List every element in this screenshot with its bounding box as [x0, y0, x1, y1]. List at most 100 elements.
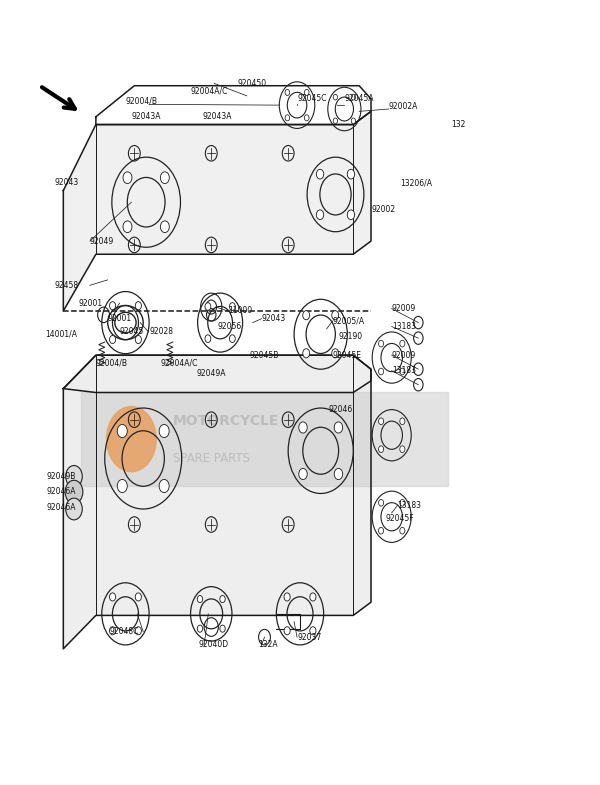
- Circle shape: [284, 593, 290, 601]
- Text: 92045B: 92045B: [250, 351, 279, 360]
- Text: MOTORCYCLE: MOTORCYCLE: [173, 414, 279, 428]
- Circle shape: [109, 301, 116, 310]
- Circle shape: [109, 335, 116, 344]
- Text: 13183: 13183: [398, 501, 422, 509]
- Circle shape: [160, 221, 169, 232]
- Text: 92001: 92001: [78, 298, 102, 308]
- Circle shape: [316, 210, 324, 220]
- Text: 92002: 92002: [371, 206, 395, 214]
- Text: 92046: 92046: [328, 405, 353, 414]
- Circle shape: [400, 446, 405, 452]
- Polygon shape: [64, 356, 371, 648]
- Circle shape: [220, 625, 225, 632]
- Circle shape: [117, 425, 127, 437]
- Text: 132A: 132A: [259, 641, 278, 649]
- Circle shape: [299, 469, 307, 480]
- Polygon shape: [96, 86, 371, 125]
- Circle shape: [229, 335, 235, 342]
- Text: 92043A: 92043A: [202, 112, 232, 122]
- Circle shape: [197, 625, 203, 632]
- Circle shape: [351, 94, 356, 100]
- Text: 92048C: 92048C: [109, 627, 139, 636]
- Circle shape: [379, 446, 383, 452]
- Circle shape: [205, 303, 211, 310]
- Circle shape: [347, 170, 355, 179]
- Text: 92028: 92028: [149, 327, 173, 337]
- Circle shape: [400, 368, 405, 374]
- Text: 92004A/C: 92004A/C: [191, 86, 228, 96]
- Circle shape: [66, 498, 82, 520]
- Circle shape: [379, 528, 383, 534]
- Circle shape: [229, 303, 235, 310]
- Circle shape: [197, 596, 203, 603]
- Circle shape: [304, 89, 309, 96]
- Text: 92043A: 92043A: [131, 112, 161, 122]
- Text: 92005/A: 92005/A: [332, 316, 365, 326]
- Text: 132: 132: [451, 120, 465, 129]
- Circle shape: [334, 469, 343, 480]
- Text: 92045: 92045: [119, 327, 144, 337]
- Text: 92004A/C: 92004A/C: [161, 359, 199, 367]
- Text: 92043: 92043: [55, 178, 79, 188]
- Bar: [81, 392, 448, 486]
- Text: 92049: 92049: [90, 236, 114, 246]
- Text: SPARE PARTS: SPARE PARTS: [173, 452, 250, 466]
- Circle shape: [316, 170, 324, 179]
- Circle shape: [303, 311, 310, 319]
- Circle shape: [123, 221, 132, 232]
- Text: 92040D: 92040D: [198, 641, 229, 649]
- Text: 13206/A: 13206/A: [401, 178, 433, 188]
- Circle shape: [285, 89, 290, 96]
- Circle shape: [310, 626, 316, 635]
- Text: 92045E: 92045E: [332, 351, 362, 360]
- Text: 92004/B: 92004/B: [125, 97, 157, 106]
- Circle shape: [347, 210, 355, 220]
- Polygon shape: [64, 111, 371, 311]
- Circle shape: [107, 407, 156, 472]
- Text: 92046A: 92046A: [47, 487, 76, 496]
- Text: 92009: 92009: [392, 351, 416, 360]
- Circle shape: [400, 499, 405, 506]
- Text: 92049B: 92049B: [47, 472, 76, 481]
- Circle shape: [65, 480, 83, 503]
- Text: 92049A: 92049A: [196, 369, 226, 378]
- Circle shape: [333, 118, 338, 124]
- Circle shape: [160, 172, 169, 184]
- Circle shape: [285, 115, 290, 121]
- Circle shape: [379, 340, 383, 347]
- Polygon shape: [64, 356, 371, 392]
- Circle shape: [304, 115, 309, 121]
- Circle shape: [220, 596, 225, 603]
- Circle shape: [334, 422, 343, 433]
- Text: 13183: 13183: [392, 322, 416, 331]
- Text: 92046A: 92046A: [47, 503, 76, 512]
- Circle shape: [159, 480, 169, 492]
- Text: 92009: 92009: [392, 304, 416, 313]
- Circle shape: [66, 466, 82, 487]
- Circle shape: [303, 349, 310, 358]
- Circle shape: [123, 172, 132, 184]
- Circle shape: [135, 335, 142, 344]
- Text: 92001: 92001: [108, 314, 132, 323]
- Circle shape: [135, 301, 142, 310]
- Circle shape: [205, 335, 211, 342]
- Circle shape: [400, 418, 405, 425]
- Circle shape: [117, 480, 127, 492]
- Text: 92056: 92056: [217, 322, 241, 331]
- Text: 92002A: 92002A: [389, 102, 418, 111]
- Circle shape: [333, 94, 338, 100]
- Circle shape: [310, 593, 316, 601]
- Text: 92043: 92043: [262, 314, 286, 323]
- Text: 920450: 920450: [238, 78, 267, 88]
- Text: 92037: 92037: [297, 633, 321, 641]
- Circle shape: [332, 349, 338, 358]
- Circle shape: [159, 425, 169, 437]
- Circle shape: [400, 340, 405, 347]
- Text: 92458: 92458: [55, 281, 79, 290]
- Circle shape: [379, 499, 383, 506]
- Circle shape: [379, 418, 383, 425]
- Circle shape: [351, 118, 356, 124]
- Circle shape: [379, 368, 383, 374]
- Text: 11000: 11000: [228, 306, 252, 316]
- Circle shape: [135, 626, 142, 635]
